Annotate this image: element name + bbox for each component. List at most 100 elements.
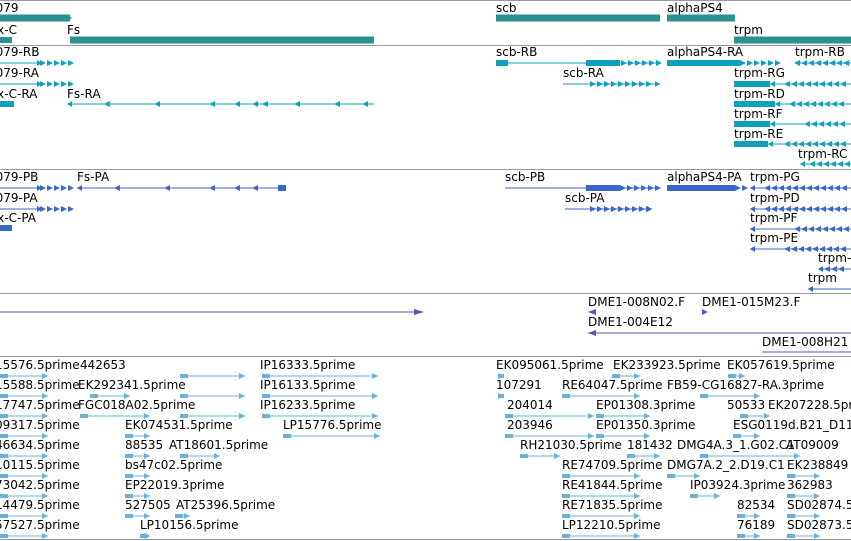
feature-label: LP15776.5prime [283, 418, 382, 432]
strand-arrow [770, 121, 775, 127]
feature-label: EK095061.5prime [496, 358, 604, 372]
exon-arrow [625, 206, 631, 212]
feature-label: RE64047.5prime [562, 378, 663, 392]
exon-arrow [628, 60, 634, 66]
protein-exon[interactable] [586, 185, 620, 191]
transcript-exon[interactable] [734, 121, 770, 127]
exon-arrow [794, 226, 800, 232]
feature-label: ESG0119d.B21_D11 [733, 418, 851, 432]
exon-arrow [764, 206, 770, 212]
exon-arrow [47, 81, 53, 87]
feature-label: EK057619.5prime [727, 358, 835, 372]
feature-label: 15576.5prime [0, 358, 80, 372]
exon-arrow [618, 206, 624, 212]
exon-arrow [826, 141, 832, 147]
strand-arrow [588, 330, 596, 336]
gene-scb[interactable] [496, 14, 660, 22]
est-block [262, 414, 270, 418]
exon-arrow [817, 101, 823, 107]
exon-arrow [784, 81, 790, 87]
protein-track: 8079-PB Fs-PA 8079-PA ex-C-PA scb-PB scb-PA al… [0, 170, 851, 292]
gene-trpm[interactable] [734, 36, 851, 44]
transcript-exon[interactable] [734, 101, 775, 107]
exon-arrow [154, 101, 160, 107]
exon-arrow [834, 206, 840, 212]
exon-arrow [832, 121, 838, 127]
strand-arrow [37, 185, 42, 191]
exon-arrow [813, 185, 819, 191]
est-block [562, 494, 570, 498]
feature-label: 46634.5prime [0, 438, 80, 452]
est-block [700, 394, 708, 398]
transcript-exon[interactable] [0, 101, 14, 107]
exon-arrow [803, 101, 809, 107]
strand-arrow [42, 533, 48, 539]
strand-arrow [77, 185, 82, 191]
transcript-exon[interactable] [586, 60, 620, 66]
strand-arrow [554, 453, 560, 459]
est-block [733, 434, 741, 438]
exon-arrow [740, 60, 746, 66]
exon-arrow [812, 81, 818, 87]
feature-label: 527505 [125, 498, 171, 512]
est-block [562, 474, 570, 478]
exon-arrow [621, 60, 627, 66]
feature-label: 10115.5prime [0, 458, 80, 472]
feature-label: Fs [67, 23, 80, 37]
est-block [596, 414, 604, 418]
est-block [520, 454, 528, 458]
gene-fs[interactable] [70, 36, 374, 44]
exon-arrow [844, 161, 850, 167]
exon-arrow [771, 206, 777, 212]
protein-exon[interactable] [278, 185, 286, 191]
feature-label: DME1-008H21 [762, 335, 848, 349]
exon-arrow [816, 161, 822, 167]
strand-arrow [144, 473, 150, 479]
strand-arrow [775, 101, 780, 107]
est-block [180, 414, 188, 418]
transcript-exon[interactable] [496, 60, 508, 66]
feature-label: trpm [734, 23, 763, 37]
exon-arrow [40, 81, 46, 87]
exon-arrow [61, 185, 67, 191]
transcript-exon[interactable] [734, 141, 768, 147]
est-block [0, 474, 8, 478]
strand-arrow [634, 473, 640, 479]
strand-arrow [634, 393, 640, 399]
exon-arrow [209, 185, 215, 191]
exon-arrow [47, 60, 53, 66]
feature-label: 57527.5prime [0, 518, 80, 532]
strand-arrow [794, 453, 800, 459]
exon-arrow [641, 185, 647, 191]
gene-ex-c[interactable] [0, 37, 12, 43]
feature-label: 8079-RB [0, 45, 39, 59]
est-block [262, 374, 270, 378]
feature-label: trpm-RD [734, 87, 785, 101]
transcript-exon[interactable] [734, 81, 770, 87]
exon-arrow [590, 81, 596, 87]
clone-end[interactable] [588, 309, 596, 315]
feature-label: 8079 [0, 1, 19, 15]
protein-exon[interactable] [0, 225, 12, 231]
strand-arrow [144, 493, 150, 499]
exon-arrow [234, 101, 240, 107]
exon-arrow [840, 81, 846, 87]
exon-arrow [810, 101, 816, 107]
exon-arrow [47, 206, 53, 212]
clone-end[interactable] [702, 309, 708, 315]
feature-label: trpm-PG [750, 170, 800, 184]
exon-arrow [649, 60, 655, 66]
feature-label: SD02873.5 [787, 518, 851, 532]
exon-arrow [820, 185, 826, 191]
gene-alphaps4[interactable] [667, 14, 735, 22]
strand-arrow [144, 433, 150, 439]
transcript-exon[interactable] [667, 60, 740, 66]
gene-cg8079[interactable] [0, 14, 70, 22]
exon-arrow [104, 101, 110, 107]
exon-arrow [794, 60, 800, 66]
exon-arrow [61, 60, 67, 66]
strand-arrow [814, 493, 820, 499]
feature-label: trpm-RB [795, 45, 845, 59]
feature-label: ex-C-PA [0, 211, 37, 225]
protein-exon[interactable] [667, 185, 735, 191]
